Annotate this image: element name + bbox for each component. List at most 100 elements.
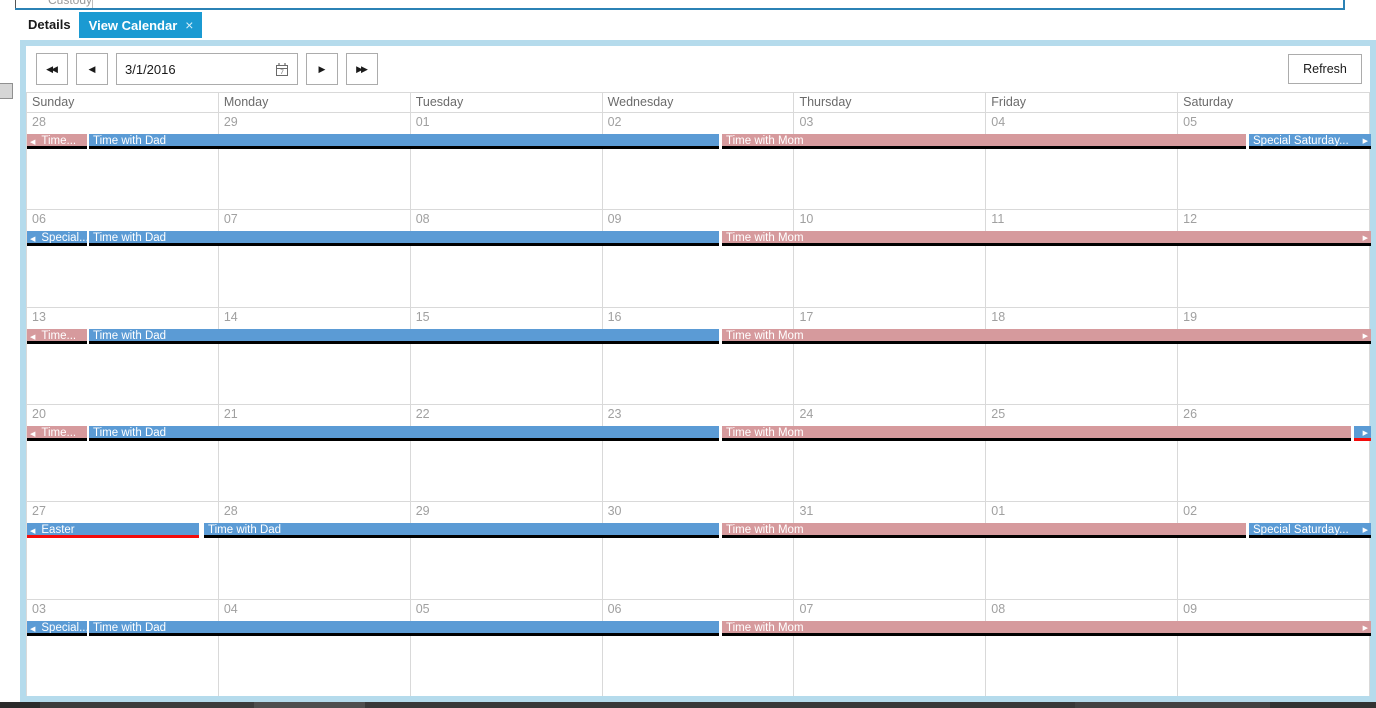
day-cell[interactable]: 06 [27,210,219,307]
day-cell[interactable]: 08 [986,599,1179,696]
date-number: 02 [1183,504,1198,519]
event-bar-time[interactable]: ◀ Time... [27,134,87,149]
day-cell[interactable]: 28 [219,502,411,599]
day-cell[interactable]: 02 [603,113,795,210]
date-number: 05 [415,601,430,616]
date-number: 31 [799,504,814,519]
day-cell[interactable]: 07 [219,210,411,307]
day-cell[interactable]: 09 [1178,599,1371,696]
day-cell[interactable]: 30 [603,502,795,599]
day-cell[interactable]: 04 [986,113,1179,210]
event-bar-time[interactable]: ◀ Time... [27,328,87,344]
day-cell[interactable]: 26 [1178,404,1371,502]
day-cell[interactable]: 27 [27,502,219,599]
day-cell[interactable]: 13 [27,307,219,404]
event-bar-time-with-mom[interactable]: Time with Mom ▶ [722,620,1371,636]
event-bar-time[interactable]: ◀ Time... [27,425,87,441]
event-bar-easter[interactable]: ◀ Easter [27,523,199,539]
day-cell[interactable]: 20 [27,404,219,502]
event-bar-time-with-dad[interactable]: Time with Dad [89,231,719,247]
event-bar-time-with-mom[interactable]: Time with Mom ▶ [722,231,1371,247]
event-bar-special[interactable]: ◀ Special... [27,231,87,247]
prev-fast-button[interactable]: ◀◀ [36,53,68,85]
date-number: 06 [32,212,46,227]
taskbar-strip [0,702,1376,708]
date-number: 07 [799,601,814,616]
event-bar-time-with-dad[interactable]: Time with Dad [89,328,719,344]
continues-right-icon: ▶ [1362,624,1368,632]
date-number: 29 [223,115,238,129]
day-cell[interactable]: 07 [794,599,987,696]
day-cell[interactable]: 11 [986,210,1179,307]
date-number: 04 [223,601,238,616]
refresh-button[interactable]: Refresh [1288,54,1362,84]
event-bar-special-saturday[interactable]: Special Saturday... ▶ [1249,523,1371,539]
tab-view-calendar[interactable]: View Calendar × [78,12,203,38]
continues-left-icon: ◀ [30,236,36,244]
event-bar-time-with-mom[interactable]: Time with Mom [722,134,1246,149]
day-cell[interactable]: 24 [794,404,987,502]
close-icon[interactable]: × [185,17,194,33]
day-header-row: Sunday Monday Tuesday Wednesday Thursday Frid… [27,93,1371,113]
day-cell[interactable]: 05 [1178,113,1371,210]
event-layer: ◀ Special... Time with Dad Time with Mom ▶ [27,600,1371,640]
event-bar-time-with-dad[interactable]: Time with Dad [89,425,719,441]
day-cell[interactable]: 16 [603,307,795,404]
day-cell[interactable]: 19 [1178,307,1371,404]
day-cell[interactable]: 22 [411,404,603,502]
day-cell[interactable]: 18 [986,307,1179,404]
event-bar-continuation[interactable]: ▶ [1354,425,1371,441]
event-bar-time-with-mom[interactable]: Time with Mom [722,425,1351,441]
day-cell[interactable]: 04 [219,599,411,696]
day-cell[interactable]: 29 [219,113,411,210]
date-number: 18 [991,309,1006,324]
day-cell[interactable]: 29 [411,502,603,599]
week-cells: 27 28 29 30 31 01 02 [27,502,1371,599]
day-cell[interactable]: 14 [219,307,411,404]
day-cell[interactable]: 12 [1178,210,1371,307]
week-row-4: 20 21 22 23 24 25 26 ◀ Time... Time with Dad Time … [27,404,1371,503]
tab-details[interactable]: Details [0,13,79,38]
day-cell[interactable]: 28 [27,113,219,210]
date-number: 13 [32,309,46,324]
date-number: 03 [799,115,814,129]
day-cell[interactable]: 03 [794,113,987,210]
day-cell[interactable]: 10 [794,210,987,307]
day-cell[interactable]: 02 [1178,502,1371,599]
date-number: 14 [223,309,238,324]
day-cell[interactable]: 23 [603,404,795,502]
date-picker[interactable]: 3/1/2016 7 [116,53,298,85]
day-cell[interactable]: 01 [411,113,603,210]
day-cell[interactable]: 21 [219,404,411,502]
day-cell[interactable]: 05 [411,599,603,696]
day-cell[interactable]: 25 [986,404,1179,502]
day-cell[interactable]: 17 [794,307,987,404]
day-cell[interactable]: 06 [603,599,795,696]
next-fast-button[interactable]: ▶▶ [346,53,378,85]
continues-right-icon: ▶ [1362,332,1368,340]
date-number: 21 [223,406,238,421]
form-remnant: Custody [0,0,1376,10]
event-bar-time-with-dad[interactable]: Time with Dad [89,620,719,636]
event-bar-time-with-dad[interactable]: Time with Dad [89,134,719,149]
calendar-icon[interactable]: 7 [275,62,289,77]
prev-button[interactable]: ◀ [76,53,108,85]
event-bar-time-with-dad[interactable]: Time with Dad [204,523,719,539]
day-cell[interactable]: 09 [603,210,795,307]
day-cell[interactable]: 03 [27,599,219,696]
next-button[interactable]: ▶ [306,53,338,85]
continues-right-icon: ▶ [1362,235,1368,243]
splitter-handle[interactable] [0,83,13,99]
day-cell[interactable]: 15 [411,307,603,404]
week-row-6: 03 04 05 06 07 08 09 ◀ Special... Time with Dad Ti… [27,599,1371,696]
event-bar-special[interactable]: ◀ Special... [27,620,87,636]
event-bar-time-with-mom[interactable]: Time with Mom [722,523,1246,539]
day-cell[interactable]: 08 [411,210,603,307]
event-bar-time-with-mom[interactable]: Time with Mom ▶ [722,328,1371,344]
event-layer: ◀ Special... Time with Dad Time with Mom ▶ [27,210,1371,250]
date-number: 08 [991,601,1006,616]
day-cell[interactable]: 01 [986,502,1179,599]
day-cell[interactable]: 31 [794,502,987,599]
week-cells: 13 14 15 16 17 18 19 [27,307,1371,404]
event-bar-special-saturday[interactable]: Special Saturday... ▶ [1249,134,1371,149]
